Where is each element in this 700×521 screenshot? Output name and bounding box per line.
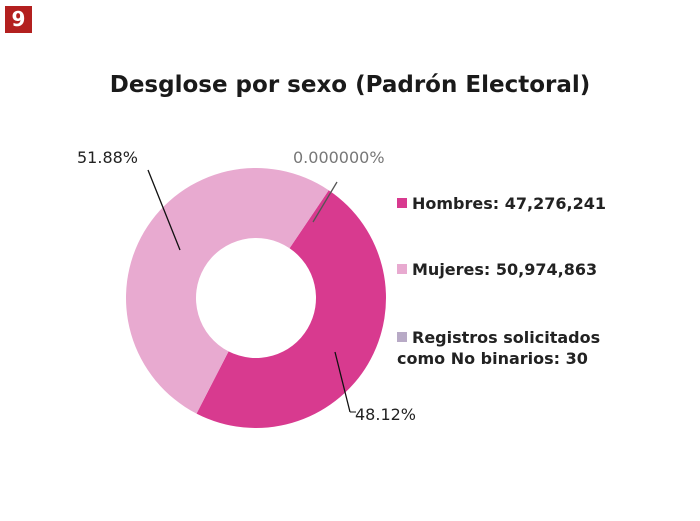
- leader-line: [147, 169, 181, 251]
- data-label-no-binarios: 0.000000%: [293, 148, 385, 167]
- legend-label: Registros solicitados como No binarios: …: [397, 328, 601, 368]
- data-label-mujeres: 51.88%: [77, 148, 139, 167]
- leader-line: [334, 351, 351, 413]
- data-label-hombres: 48.12%: [355, 405, 417, 424]
- legend-swatch: [397, 198, 407, 208]
- legend-item-mujeres: Mujeres: 50,974,863: [397, 259, 597, 280]
- legend-swatch: [397, 332, 407, 342]
- leader-line: [312, 181, 338, 223]
- section-number-badge: 9: [5, 6, 32, 33]
- legend-swatch: [397, 264, 407, 274]
- legend-item-no-binarios: Registros solicitados como No binarios: …: [397, 327, 607, 369]
- slice-mujeres: [125, 167, 329, 414]
- legend-label: Hombres: 47,276,241: [412, 194, 606, 213]
- legend-label: Mujeres: 50,974,863: [412, 260, 598, 279]
- legend-item-hombres: Hombres: 47,276,241: [397, 193, 606, 214]
- chart-title: Desglose por sexo (Padrón Electoral): [109, 72, 591, 98]
